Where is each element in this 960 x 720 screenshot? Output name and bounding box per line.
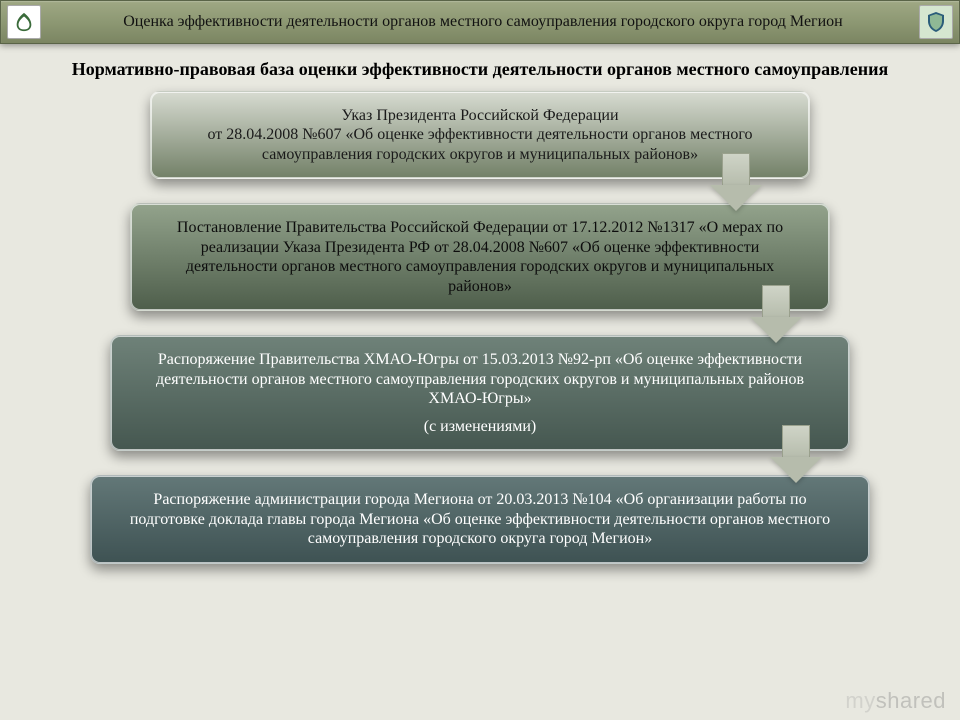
watermark: myshared [845, 688, 946, 714]
flow-block-text: Указ Президента Российской Федерации [341, 107, 618, 124]
page-title: Оценка эффективности деятельности органо… [47, 13, 919, 31]
flow-block-text: Распоряжение администрации города Мегион… [130, 491, 830, 547]
flow-arrow-1 [750, 293, 802, 343]
flow-arrow-0 [710, 161, 762, 211]
leaf-icon [7, 5, 41, 39]
flow-block-text: Постановление Правительства Российской Ф… [177, 219, 783, 295]
flow-block-2: Распоряжение Правительства ХМАО-Югры от … [110, 335, 850, 451]
flow-block-text: от 28.04.2008 №607 «Об оценке эффективно… [207, 126, 752, 163]
flow-block-subtext: (с изменениями) [147, 417, 813, 437]
flow-block-text: Распоряжение Правительства ХМАО-Югры от … [156, 351, 804, 407]
slide-title: Нормативно-правовая база оценки эффектив… [60, 58, 900, 81]
flowchart: Указ Президента Российской Федерации от 2… [0, 91, 960, 598]
header-bar: Оценка эффективности деятельности органо… [0, 0, 960, 44]
flow-block-3: Распоряжение администрации города Мегион… [90, 475, 870, 564]
coat-of-arms-icon [919, 5, 953, 39]
flow-block-1: Постановление Правительства Российской Ф… [130, 203, 830, 311]
flow-arrow-2 [770, 433, 822, 483]
